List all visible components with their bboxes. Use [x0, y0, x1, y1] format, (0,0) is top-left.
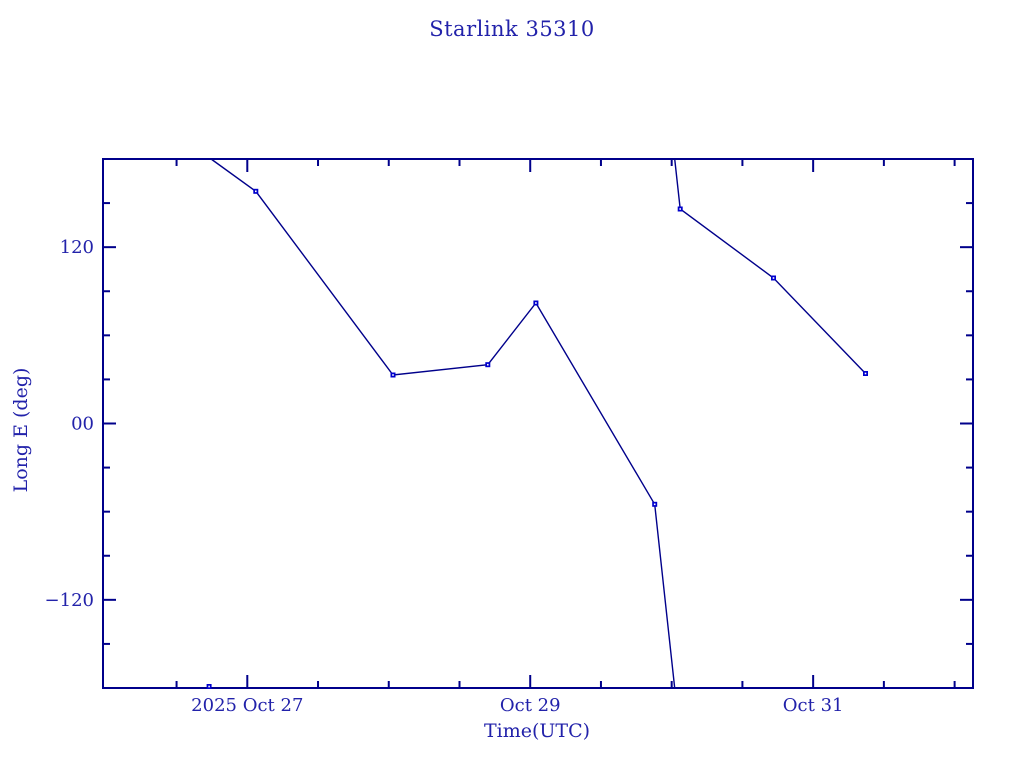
y-ticks: 120 00 −120	[45, 202, 973, 645]
data-line	[208, 158, 867, 689]
x-axis-label: Time(UTC)	[483, 720, 591, 742]
x-tick-label: Oct 31	[783, 695, 844, 716]
x-ticks: 2025 Oct 27 Oct 29 Oct 31	[175, 159, 956, 716]
axis-box	[102, 158, 974, 689]
chart-title: Starlink 35310	[429, 17, 595, 41]
y-tick-label: −120	[45, 590, 94, 611]
data-markers	[206, 188, 868, 689]
y-tick-label: 120	[60, 237, 94, 258]
y-tick-label: 00	[71, 414, 94, 435]
x-tick-label: 2025 Oct 27	[191, 695, 303, 716]
x-tick-label: Oct 29	[500, 695, 561, 716]
